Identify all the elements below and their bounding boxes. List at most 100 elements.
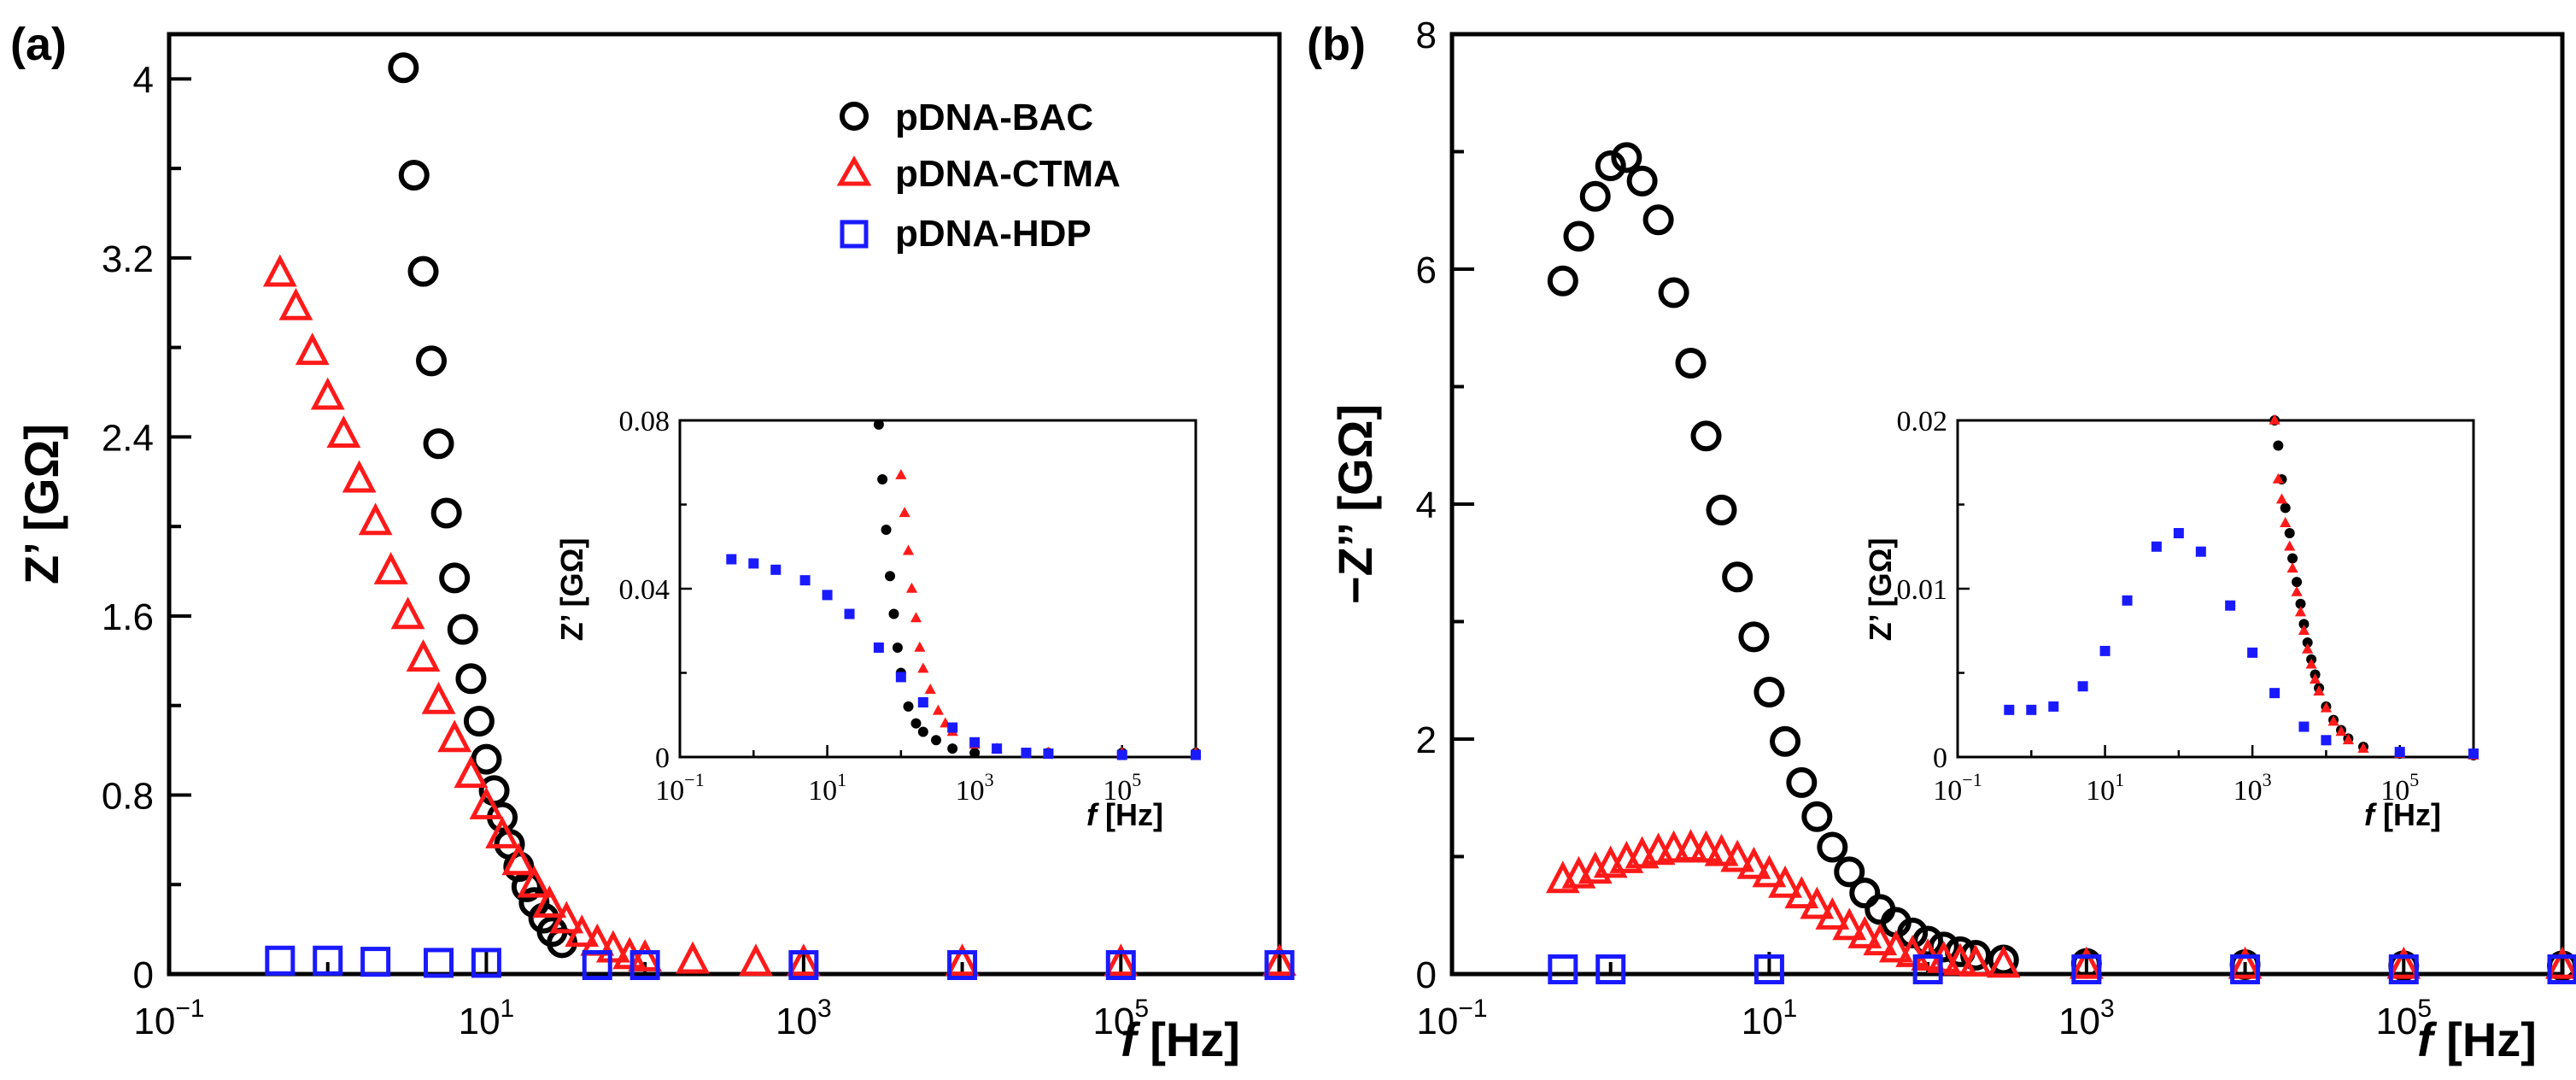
data-point-bac [877,473,888,484]
data-point-bac [1786,766,1818,798]
legend-marker-hdp [840,220,869,249]
inset-x-axis-var: f [2364,797,2377,832]
data-point-bac [398,160,430,191]
legend-marker-ctma [836,155,872,186]
data-point-ctma [295,332,330,366]
y-tick-label: 8 [1416,15,1437,56]
data-point-ctma [2305,658,2317,669]
data-point-hdp [895,672,906,683]
data-point-hdp [424,948,454,978]
y-tick-label: 4 [133,59,154,101]
data-point-ctma [469,786,504,819]
data-point-ctma [676,941,710,974]
data-point-ctma [1863,923,1898,956]
data-point-ctma [2272,472,2284,484]
x-tick-label: 101 [808,769,846,807]
tick-group: 10−1 101 103 105 0 0.8 1.6 2.4 3.2 4 [102,59,1281,1042]
data-point-bac [447,613,478,645]
data-point-hdp [360,947,391,977]
legend-item-ctma: pDNA-CTMA [836,153,1121,195]
data-point-hdp [2321,735,2332,746]
legend-label-bac: pDNA-BAC [895,97,1093,138]
data-point-ctma [549,901,584,934]
data-point-ctma [910,612,922,623]
y-tick-label: 0.08 [619,406,670,437]
data-point-hdp [2048,701,2059,712]
data-point-ctma [945,943,980,977]
data-point-hdp [471,948,501,978]
data-point-hdp [2247,647,2258,658]
data-point-bac [1706,494,1737,525]
data-point-ctma [2284,540,2296,551]
x-axis-unit: [Hz] [1137,1012,1240,1066]
data-point-bac [947,743,958,754]
data-point-ctma [1262,943,1297,977]
legend: pDNA-BAC pDNA-CTMA pDNA-HDP [836,97,1121,255]
data-point-hdp [2195,546,2206,557]
data-point-ctma [1673,829,1708,862]
data-point-ctma [2309,673,2321,684]
data-point-ctma [2286,562,2298,573]
data-point-hdp [2298,721,2310,732]
legend-marker-bac [840,102,869,131]
data-point-hdp [992,743,1003,754]
data-point-bac [2287,553,2298,564]
y-tick-label: 0 [1416,954,1437,996]
inset-x-axis-unit: [Hz] [1097,797,1163,832]
data-point-hdp [1264,950,1295,981]
data-point-ctma [406,639,441,672]
data-point-ctma [895,468,907,479]
x-tick-label: 10−1 [133,995,204,1042]
data-point-ctma [532,885,567,919]
data-point-hdp [265,945,296,976]
data-point-ctma [2291,585,2303,596]
data-point-bac [931,735,942,746]
data-point-hdp [844,608,855,619]
panel-label: (a) [10,19,67,70]
y-tick-label: 0 [655,742,670,774]
data-point-ctma [2357,742,2369,753]
data-point-ctma [1784,876,1819,909]
data-point-ctma [2335,725,2347,737]
data-point-ctma [2342,734,2355,745]
data-point-ctma [2327,715,2339,726]
data-point-hdp [748,558,759,569]
data-point-hdp [947,950,978,981]
data-point-bac [1817,831,1848,863]
data-point-bac [1690,420,1722,452]
data-point-hdp [2077,681,2088,692]
data-point-bac [2280,502,2291,514]
x-tick-label: 105 [2380,769,2419,807]
x-tick-label: 105 [2375,995,2432,1042]
data-point-ctma [2280,516,2292,527]
data-point-ctma [373,551,408,584]
data-point-hdp [1753,954,1784,984]
data-point-ctma [1704,833,1739,866]
x-tick-label: 10−1 [1416,995,1487,1042]
data-point-ctma [899,507,910,518]
y-tick-label: 3.2 [102,238,154,280]
x-tick-label: 105 [1103,769,1141,807]
x-tick-label: 103 [956,769,994,807]
x-axis-unit: [Hz] [2433,1012,2537,1066]
y-tick-label: 6 [1416,249,1437,291]
data-point-hdp [1912,954,1943,984]
inset-x-axis-var: f [1086,797,1099,832]
data-point-ctma [421,681,456,714]
data-point-ctma [2386,946,2421,979]
data-point-ctma [932,704,945,715]
data-point-bac [416,345,448,377]
data-point-hdp [629,950,660,981]
inset-x-axis-unit: [Hz] [2374,797,2441,832]
data-point-bac [430,497,462,529]
data-point-ctma [902,544,915,555]
y-axis-label: −Z’’ [GΩ] [1328,404,1382,604]
data-point-ctma [905,582,918,593]
data-point-bac [1770,725,1801,757]
data-point-ctma [917,662,929,673]
y-tick-label: 2.4 [102,417,154,459]
data-point-hdp [822,590,833,601]
data-point-ctma [1752,854,1787,888]
inset-marks-group [2004,414,2479,761]
